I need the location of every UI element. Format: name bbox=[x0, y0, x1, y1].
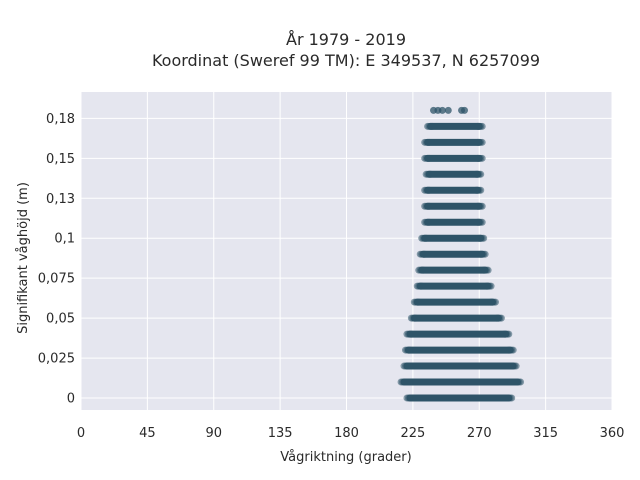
y-tick-label: 0,05 bbox=[46, 312, 75, 327]
data-point bbox=[444, 106, 452, 114]
y-tick-label: 0,18 bbox=[46, 112, 75, 127]
y-tick-label: 0,075 bbox=[38, 272, 75, 287]
x-tick-label: 225 bbox=[400, 426, 425, 441]
y-tick-label: 0,13 bbox=[46, 192, 75, 207]
grid bbox=[80, 92, 613, 410]
x-tick-label: 315 bbox=[533, 426, 558, 441]
data-point bbox=[438, 106, 446, 114]
y-axis-ticks: 0 0,025 0,05 0,075 0,1 0,13 0,15 0,18 bbox=[38, 112, 75, 407]
x-tick-label: 90 bbox=[205, 426, 222, 441]
y-tick-label: 0 bbox=[67, 392, 75, 407]
x-tick-label: 360 bbox=[600, 426, 625, 441]
x-tick-label: 135 bbox=[268, 426, 293, 441]
data-point bbox=[461, 106, 468, 114]
x-tick-label: 270 bbox=[467, 426, 492, 441]
x-axis-ticks: 0 45 90 135 180 225 270 315 360 bbox=[77, 426, 625, 441]
y-tick-label: 0,1 bbox=[54, 232, 75, 247]
chart-subtitle: Koordinat (Sweref 99 TM): E 349537, N 62… bbox=[152, 51, 540, 70]
y-tick-label: 0,15 bbox=[46, 152, 75, 167]
y-tick-label: 0,025 bbox=[38, 352, 75, 367]
x-tick-label: 180 bbox=[334, 426, 359, 441]
chart-title: År 1979 - 2019 bbox=[286, 30, 406, 49]
x-tick-label: 45 bbox=[139, 426, 156, 441]
x-tick-label: 0 bbox=[77, 426, 85, 441]
y-axis-label: Signifikant våghöjd (m) bbox=[16, 182, 31, 334]
x-axis-label: Vågriktning (grader) bbox=[280, 450, 411, 465]
data-points bbox=[397, 106, 525, 402]
